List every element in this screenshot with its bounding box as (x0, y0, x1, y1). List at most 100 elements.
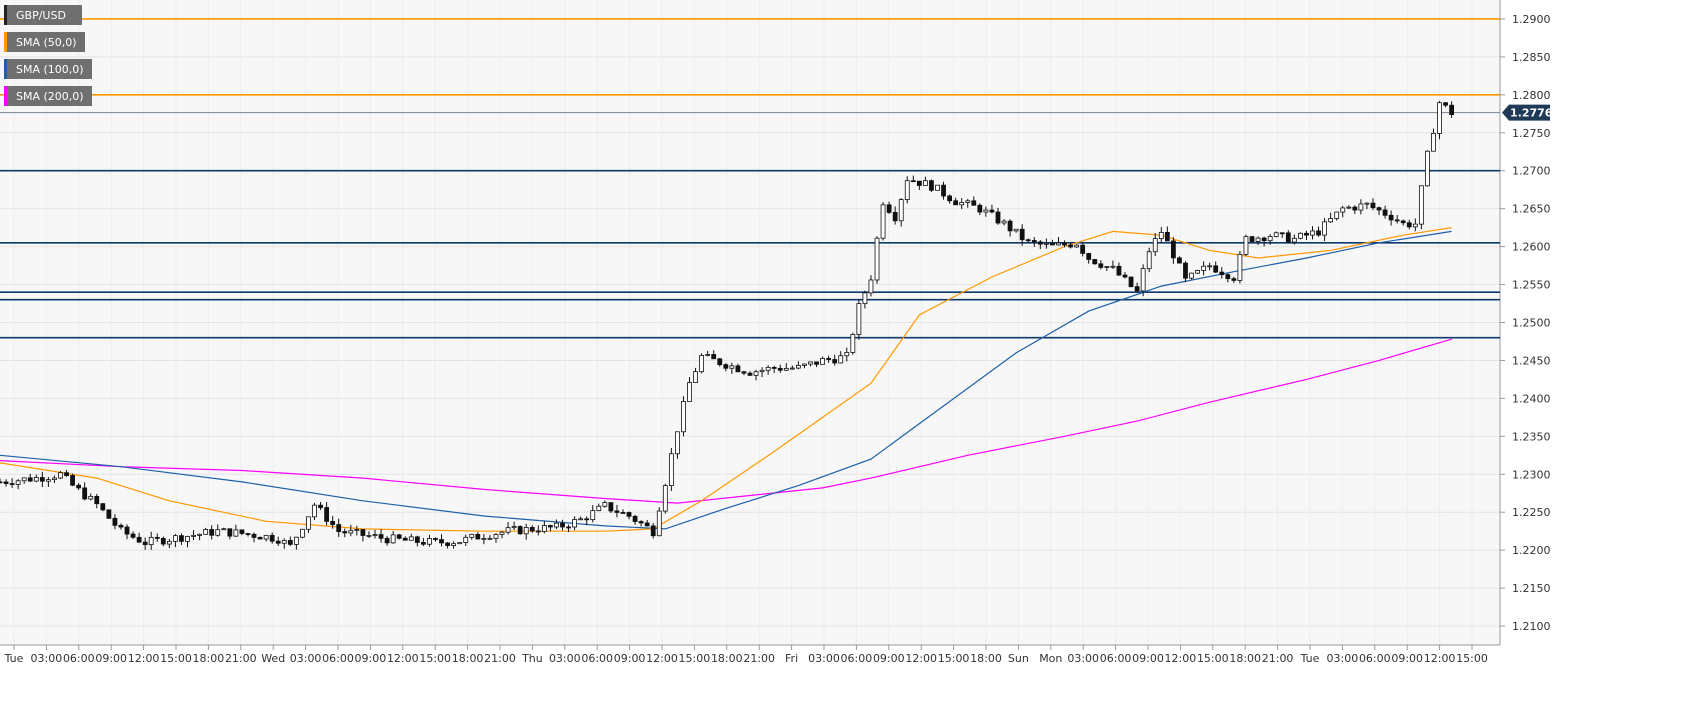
legend-swatch (4, 5, 7, 25)
x-tick-label: 06:00 (1100, 652, 1132, 665)
candle-body (747, 372, 753, 376)
candle-body (1152, 238, 1158, 253)
x-tick-label: 15:00 (419, 652, 451, 665)
x-tick-label: 12:00 (905, 652, 937, 665)
x-tick-label: Wed (261, 652, 285, 665)
candle-body (166, 540, 172, 545)
candle-body (995, 211, 1001, 224)
legend-item[interactable]: SMA (100,0) (4, 59, 92, 79)
candle-body (70, 475, 75, 486)
candle-body (1062, 242, 1067, 246)
y-tick-label: 1.2750 (1512, 127, 1551, 140)
y-tick-label: 1.2550 (1512, 279, 1551, 292)
candle-body (898, 199, 904, 222)
candle-body (293, 536, 299, 545)
x-tick-label: Tue (1300, 652, 1320, 665)
candle-body (300, 528, 305, 538)
candle-body (148, 536, 154, 546)
candle-body (420, 542, 426, 545)
candle-body (548, 525, 553, 528)
candle-body (1394, 219, 1400, 222)
candle-body (608, 502, 614, 512)
candle-body (1122, 274, 1128, 278)
candle-body (1207, 265, 1213, 268)
x-tick-label: 09:00 (1132, 652, 1164, 665)
candle-body (1098, 263, 1104, 268)
candle-body (1189, 272, 1194, 279)
candle-body (1086, 253, 1092, 260)
candle-body (52, 477, 57, 481)
candle-body (396, 534, 402, 539)
candle-body (681, 401, 686, 433)
candle-body (493, 534, 499, 539)
candle-body (1364, 202, 1370, 205)
candle-body (850, 334, 856, 353)
candle-body (584, 518, 590, 521)
candle-body (1322, 221, 1327, 236)
legend-item[interactable]: SMA (200,0) (4, 86, 92, 106)
candle-body (729, 365, 735, 369)
candle-body (941, 184, 946, 197)
legend-label: SMA (100,0) (16, 62, 84, 76)
last-price-tag: 1.27765 (1502, 104, 1560, 121)
x-tick-label: 03:00 (290, 652, 322, 665)
candle-body (783, 367, 789, 371)
candle-body (632, 515, 638, 522)
candle-body (185, 536, 190, 542)
candle-body (735, 365, 741, 373)
candle-body (124, 526, 130, 535)
candle-body (312, 504, 317, 518)
x-tick-label: 15:00 (1197, 652, 1229, 665)
x-tick-label: 15:00 (679, 652, 711, 665)
candle-body (76, 484, 82, 489)
candle-body (487, 537, 493, 540)
candle-body (209, 529, 215, 536)
candle-body (1128, 276, 1134, 288)
x-tick-label: 21:00 (225, 652, 257, 665)
candle-body (759, 369, 765, 373)
candle-body (596, 505, 602, 512)
x-tick-label: 12:00 (646, 652, 678, 665)
x-tick-label: 06:00 (1359, 652, 1391, 665)
candle-body (179, 535, 184, 542)
legend-swatch (4, 59, 7, 79)
candle-body (136, 536, 142, 543)
candle-body (106, 509, 112, 519)
candle-body (433, 538, 438, 540)
candle-body (650, 525, 656, 537)
candle-body (578, 518, 584, 521)
candle-body (58, 472, 63, 479)
candle-body (439, 539, 444, 544)
candle-body (1376, 207, 1382, 211)
y-tick-label: 1.2450 (1512, 354, 1551, 367)
candle-body (239, 529, 245, 534)
candle-body (765, 367, 771, 371)
candle-body (977, 204, 983, 213)
candle-body (330, 520, 336, 525)
candle-body (45, 479, 51, 482)
candle-body (233, 529, 239, 537)
candle-body (668, 453, 674, 487)
candle-body (360, 529, 366, 536)
candle-body (88, 495, 94, 500)
x-tick-label: 03:00 (31, 652, 63, 665)
candle-body (1007, 220, 1013, 232)
candle-body (130, 533, 136, 538)
candle-body (675, 431, 680, 455)
candle-body (808, 361, 813, 365)
candle-body (427, 538, 432, 545)
candle-body (1418, 185, 1424, 225)
candle-body (1449, 104, 1455, 115)
candle-body (1195, 270, 1200, 274)
x-tick-label: 09:00 (614, 652, 646, 665)
legend-item[interactable]: SMA (50,0) (4, 32, 85, 52)
y-tick-label: 1.2600 (1512, 241, 1551, 254)
candle-body (1213, 265, 1219, 273)
candle-body (1279, 232, 1285, 235)
candles (0, 100, 1455, 550)
candle-body (638, 521, 644, 524)
legend-item[interactable]: GBP/USD (4, 5, 82, 25)
candle-body (203, 529, 209, 535)
candle-body (717, 358, 723, 366)
